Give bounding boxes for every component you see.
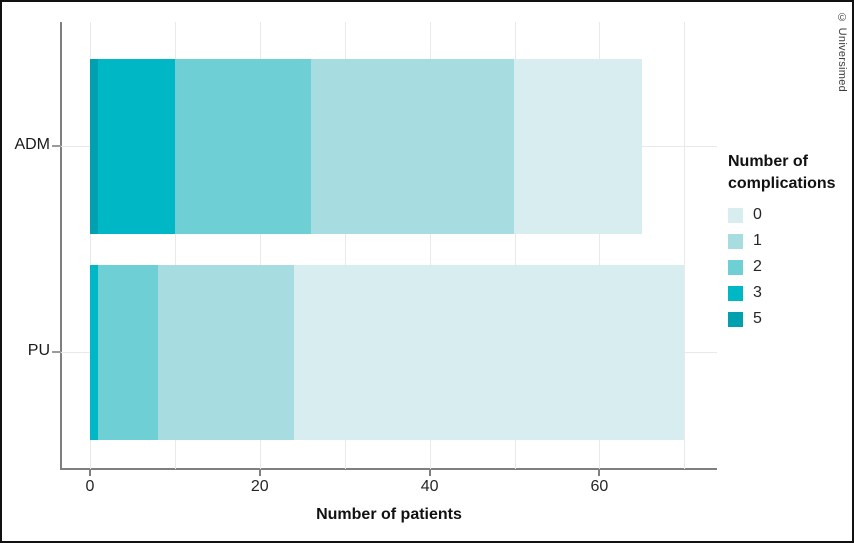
gridline-vertical bbox=[429, 22, 431, 469]
legend-item-1: 1 bbox=[728, 228, 762, 254]
legend-swatch bbox=[728, 207, 743, 223]
gridline-vertical bbox=[174, 22, 176, 469]
legend-swatch bbox=[728, 285, 743, 301]
legend-items: 0 1 2 3 5 bbox=[728, 202, 762, 332]
bar-segment-PU-2 bbox=[98, 265, 158, 440]
legend-swatch bbox=[728, 259, 743, 275]
gridline-vertical bbox=[90, 22, 91, 469]
legend-item-0: 0 bbox=[728, 202, 762, 228]
bar-segment-PU-0 bbox=[293, 265, 685, 440]
legend-label: 2 bbox=[753, 258, 762, 275]
legend-label: 3 bbox=[753, 284, 762, 301]
bar-segment-ADM-2 bbox=[174, 59, 311, 234]
bar-segment-ADM-5 bbox=[90, 59, 99, 234]
legend-swatch bbox=[728, 311, 743, 327]
y-category-label: ADM bbox=[14, 136, 50, 153]
legend-swatch bbox=[728, 233, 743, 249]
gridline-vertical bbox=[259, 22, 261, 469]
gridline-vertical bbox=[599, 22, 601, 469]
copyright-text: © Universimed bbox=[836, 12, 848, 93]
gridline-vertical bbox=[684, 22, 686, 469]
y-category-label: PU bbox=[27, 342, 50, 359]
bar-ADM bbox=[90, 59, 642, 234]
bar-segment-ADM-0 bbox=[514, 59, 642, 234]
gridline-vertical bbox=[344, 22, 346, 469]
legend-item-5: 5 bbox=[728, 306, 762, 332]
bar-segment-ADM-1 bbox=[310, 59, 515, 234]
bar-segment-PU-3 bbox=[90, 265, 99, 440]
bar-segment-PU-1 bbox=[157, 265, 294, 440]
legend-item-2: 2 bbox=[728, 254, 762, 280]
x-axis-tick bbox=[258, 470, 261, 476]
x-axis-line bbox=[60, 468, 717, 470]
y-axis-tick bbox=[52, 145, 61, 147]
x-axis-tick bbox=[428, 470, 431, 476]
x-axis-tick bbox=[89, 470, 91, 476]
legend-title: Number of complications bbox=[728, 153, 836, 192]
x-axis-title: Number of patients bbox=[316, 506, 462, 523]
legend-label: 0 bbox=[753, 206, 762, 223]
legend: Number of complications 0 1 2 3 5 bbox=[728, 151, 840, 327]
x-tick-label: 0 bbox=[85, 478, 95, 495]
bar-PU bbox=[90, 265, 685, 440]
x-tick-label: 60 bbox=[590, 478, 609, 495]
gridline-vertical bbox=[514, 22, 516, 469]
legend-label: 5 bbox=[753, 310, 762, 327]
y-axis-tick bbox=[52, 351, 61, 353]
x-tick-label: 40 bbox=[420, 478, 439, 495]
bar-segment-ADM-3 bbox=[98, 59, 175, 234]
legend-item-3: 3 bbox=[728, 280, 762, 306]
x-axis-tick bbox=[598, 470, 601, 476]
y-axis-line bbox=[60, 22, 62, 470]
x-tick-label: 20 bbox=[250, 478, 269, 495]
legend-label: 1 bbox=[753, 232, 762, 249]
